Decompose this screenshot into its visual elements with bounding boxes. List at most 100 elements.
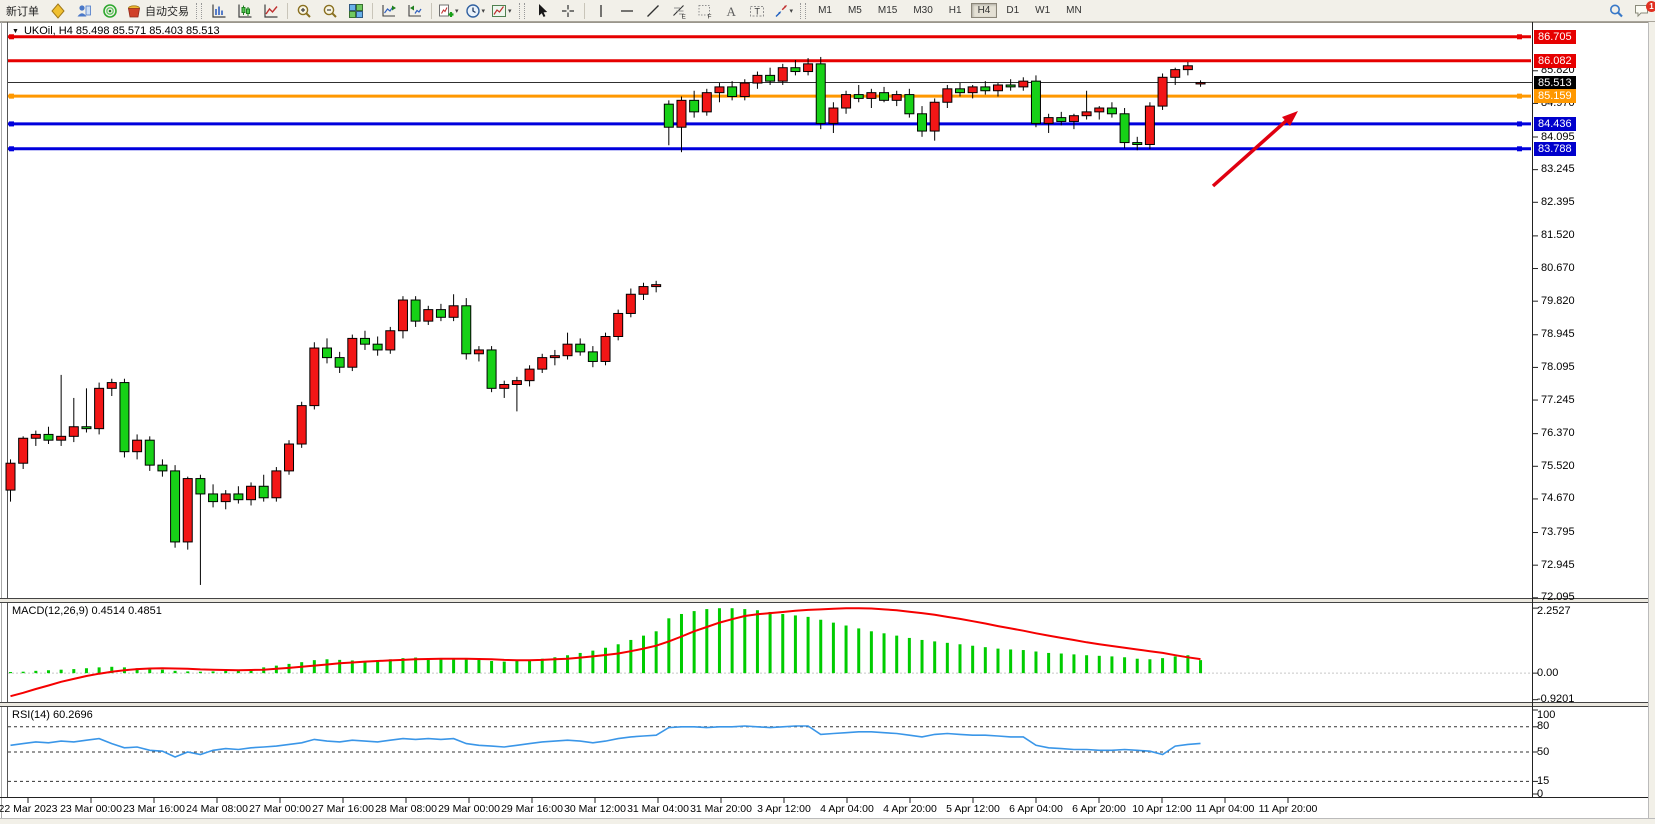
dropdown-caret-icon[interactable]: ▾: [455, 7, 459, 15]
new-order-button[interactable]: 新订单: [6, 5, 39, 18]
toolbar-separator: [583, 2, 585, 19]
time-axis-label: 22 Mar 2023: [0, 803, 58, 815]
rsi-scale-label: 50: [1537, 745, 1550, 758]
rsi-indicator-label: RSI(14) 60.2696: [12, 709, 93, 721]
text-icon: A: [723, 3, 739, 19]
main-chart-panel[interactable]: [8, 22, 1532, 598]
toolbar-drag-handle: [518, 2, 525, 19]
time-axis-label: 30 Mar 12:00: [564, 803, 626, 815]
text-icon[interactable]: A: [719, 2, 743, 20]
time-axis-label: 6 Apr 04:00: [1009, 803, 1063, 815]
price-tick-label: 84.095: [1541, 130, 1575, 143]
price-badge-83.788: 83.788: [1534, 141, 1576, 156]
bar-chart-icon: [211, 3, 227, 19]
navigator-icon[interactable]: [98, 2, 122, 20]
crosshair-icon[interactable]: [556, 2, 580, 20]
dropdown-caret-icon[interactable]: ▾: [789, 7, 794, 15]
rsi-scale-label: 80: [1537, 720, 1550, 733]
time-axis-label: 23 Mar 16:00: [123, 803, 185, 815]
rsi-scale-label: 100: [1537, 709, 1556, 721]
chart-shift-icon: [407, 3, 423, 19]
price-tick-label: 79.820: [1541, 294, 1575, 307]
zoom-in-icon[interactable]: [292, 2, 316, 20]
fibonacci-icon: E: [671, 3, 687, 19]
svg-text:F: F: [707, 13, 711, 19]
dropdown-caret-icon[interactable]: ▾: [481, 7, 486, 15]
rsi-panel[interactable]: [8, 707, 1532, 798]
time-axis-label: 3 Apr 12:00: [757, 803, 811, 815]
crosshair-icon: [560, 3, 576, 19]
profile-icon: [76, 3, 92, 19]
period-icon[interactable]: ▾: [463, 2, 488, 20]
bar-chart-icon[interactable]: [207, 2, 231, 20]
label-icon[interactable]: T: [745, 2, 769, 20]
price-tick-label: 73.795: [1541, 526, 1575, 539]
chart-shift-icon[interactable]: [403, 2, 427, 20]
toolbar-separator: [287, 2, 288, 19]
timeframe-button-m1[interactable]: M1: [818, 5, 832, 16]
time-axis[interactable]: [8, 798, 1532, 818]
rsi-scale-label: 0: [1537, 787, 1544, 800]
scroll-to-end-icon: [381, 3, 397, 19]
macd-panel[interactable]: [8, 603, 1532, 703]
price-tick-label: 74.670: [1541, 492, 1575, 505]
navigator-icon: [102, 3, 118, 19]
price-tick-label: 81.520: [1541, 229, 1575, 242]
price-badge-86.082: 86.082: [1534, 53, 1576, 68]
add-indicator-icon: [438, 3, 454, 19]
candlestick-chart-icon[interactable]: [233, 2, 257, 20]
price-tick-label: 76.370: [1541, 427, 1575, 440]
price-tick-label: 72.945: [1541, 558, 1575, 571]
timeframe-button-m5[interactable]: M5: [847, 5, 862, 16]
time-axis-label: 10 Apr 12:00: [1132, 803, 1192, 815]
notifications-icon[interactable]: 1: [1630, 0, 1655, 20]
trendline-icon[interactable]: [641, 2, 665, 20]
period-icon: [465, 3, 481, 19]
scroll-to-end-icon[interactable]: [377, 2, 401, 20]
timeframe-button-d1[interactable]: D1: [1006, 5, 1020, 16]
price-axis[interactable]: [1533, 22, 1648, 798]
tile-windows-icon[interactable]: [344, 2, 368, 20]
market-watch-icon[interactable]: [46, 2, 70, 20]
profile-icon[interactable]: [72, 2, 96, 20]
price-tick-label: 83.245: [1541, 163, 1575, 176]
timeframe-button-m30[interactable]: M30: [913, 5, 933, 16]
timeframe-button-m15[interactable]: M15: [877, 5, 898, 16]
template-icon[interactable]: ▾: [489, 2, 514, 20]
fibonacci-icon[interactable]: E: [667, 2, 691, 20]
search-icon: [1608, 3, 1624, 19]
timeframe-button-w1[interactable]: W1: [1035, 5, 1051, 16]
zoom-out-icon[interactable]: [318, 2, 342, 20]
timeframe-button-h4[interactable]: H4: [970, 3, 998, 18]
rsi-scale-label: 15: [1537, 774, 1550, 787]
time-axis-label: 28 Mar 08:00: [375, 803, 437, 815]
autotrade: [126, 3, 142, 19]
fibo-grid-icon: F: [697, 3, 713, 19]
line-chart-icon[interactable]: [259, 2, 283, 20]
template-icon: [491, 3, 507, 19]
time-axis-label: 27 Mar 00:00: [249, 803, 311, 815]
svg-text:E: E: [681, 13, 686, 19]
dropdown-caret-icon[interactable]: ▾: [508, 7, 512, 15]
svg-text:T: T: [754, 6, 760, 16]
horizontal-line-icon[interactable]: [615, 2, 639, 20]
time-axis-label: 31 Mar 04:00: [627, 803, 689, 815]
notification-badge: 1: [1646, 0, 1655, 12]
toolbar-drag-handle: [196, 2, 202, 19]
price-tick-label: 72.095: [1541, 591, 1575, 604]
add-indicator-icon[interactable]: ▾: [436, 2, 461, 20]
timeframe-button-mn[interactable]: MN: [1066, 5, 1082, 16]
price-tick-label: 80.670: [1541, 262, 1575, 275]
macd-scale-label: -0.9201: [1537, 693, 1575, 706]
autotrade-button[interactable]: 自动交易: [124, 2, 191, 20]
shapes-icon[interactable]: ▾: [771, 2, 796, 20]
vertical-line-icon[interactable]: [589, 2, 613, 20]
fibo-grid-icon[interactable]: F: [693, 2, 717, 20]
time-axis-label: 11 Apr 20:00: [1258, 803, 1318, 815]
search-icon[interactable]: [1604, 2, 1628, 20]
timeframe-button-h1[interactable]: H1: [948, 5, 962, 16]
chart-window[interactable]: ▼ UKOil, H4 85.498 85.571 85.403 85.513 …: [0, 22, 1655, 824]
symbol-dropdown-icon[interactable]: ▼: [12, 27, 19, 35]
cursor-icon[interactable]: [530, 2, 554, 20]
line-chart-icon: [263, 3, 279, 19]
